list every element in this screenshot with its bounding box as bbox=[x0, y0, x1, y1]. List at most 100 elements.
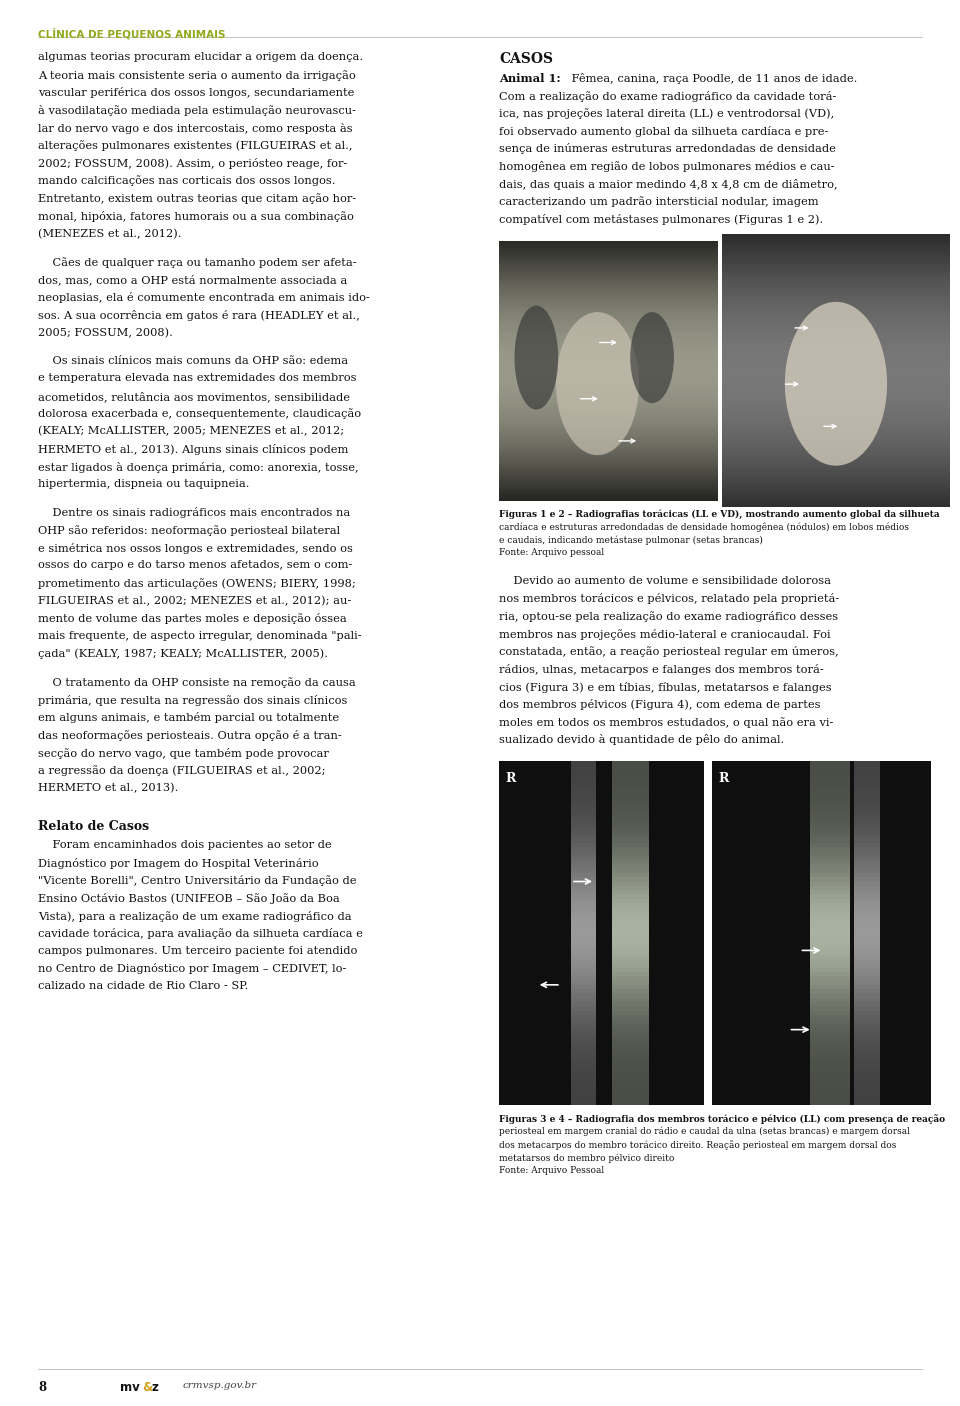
Bar bbox=[810, 865, 850, 869]
Bar bbox=[810, 846, 850, 852]
Bar bbox=[612, 792, 649, 796]
Text: moles em todos os membros estudados, o qual não era vi-: moles em todos os membros estudados, o q… bbox=[499, 717, 833, 728]
Bar bbox=[499, 240, 718, 501]
Bar bbox=[499, 451, 718, 454]
Bar bbox=[499, 292, 718, 295]
Text: Fonte: Arquivo pessoal: Fonte: Arquivo pessoal bbox=[499, 548, 605, 557]
Bar bbox=[571, 990, 596, 994]
Bar bbox=[723, 405, 949, 408]
Text: A teoria mais consistente seria o aumento da irrigação: A teoria mais consistente seria o aument… bbox=[38, 70, 356, 80]
Bar bbox=[612, 938, 649, 942]
Bar bbox=[810, 783, 850, 787]
Bar bbox=[810, 800, 850, 804]
Text: cavidade torácica, para avaliação da silhueta cardíaca e: cavidade torácica, para avaliação da sil… bbox=[38, 928, 363, 939]
Bar bbox=[810, 1040, 850, 1045]
Bar bbox=[854, 877, 880, 882]
Bar bbox=[723, 335, 949, 337]
Bar bbox=[854, 1059, 880, 1063]
Bar bbox=[723, 378, 949, 381]
Bar bbox=[612, 882, 649, 886]
Bar bbox=[612, 1028, 649, 1032]
Bar bbox=[612, 1101, 649, 1105]
Bar bbox=[723, 439, 949, 441]
Text: 2005; FOSSUM, 2008).: 2005; FOSSUM, 2008). bbox=[38, 328, 173, 337]
Bar bbox=[571, 787, 596, 792]
Ellipse shape bbox=[630, 312, 674, 404]
Bar bbox=[499, 326, 718, 329]
Bar bbox=[499, 384, 718, 387]
Bar bbox=[612, 998, 649, 1002]
Bar bbox=[854, 976, 880, 980]
Text: sos. A sua ocorrência em gatos é rara (HEADLEY et al.,: sos. A sua ocorrência em gatos é rara (H… bbox=[38, 309, 360, 321]
Text: Entretanto, existem outras teorias que citam ação hor-: Entretanto, existem outras teorias que c… bbox=[38, 193, 357, 204]
Bar bbox=[723, 392, 949, 395]
Bar bbox=[810, 1092, 850, 1097]
Bar bbox=[810, 955, 850, 959]
Bar bbox=[854, 1088, 880, 1092]
Bar bbox=[854, 934, 880, 938]
Bar bbox=[499, 259, 718, 262]
Bar bbox=[810, 1015, 850, 1019]
Bar bbox=[810, 842, 850, 846]
Bar bbox=[612, 834, 649, 838]
Text: Fonte: Arquivo Pessoal: Fonte: Arquivo Pessoal bbox=[499, 1166, 605, 1175]
Bar bbox=[854, 1092, 880, 1097]
Text: à vasodilatação mediada pela estimulação neurovascu-: à vasodilatação mediada pela estimulação… bbox=[38, 105, 356, 115]
Bar bbox=[571, 842, 596, 846]
Bar bbox=[499, 305, 718, 308]
Bar bbox=[612, 838, 649, 842]
Bar bbox=[612, 1045, 649, 1049]
Bar bbox=[499, 267, 718, 269]
Bar bbox=[612, 1059, 649, 1063]
Bar bbox=[499, 287, 718, 290]
Bar bbox=[499, 368, 718, 371]
Bar bbox=[499, 250, 718, 253]
Bar bbox=[723, 447, 949, 450]
Bar bbox=[499, 488, 718, 491]
Bar bbox=[499, 246, 718, 249]
Bar bbox=[723, 239, 949, 242]
Bar bbox=[810, 903, 850, 907]
Bar bbox=[612, 869, 649, 873]
Bar bbox=[810, 898, 850, 903]
Text: crmvsp.gov.br: crmvsp.gov.br bbox=[182, 1381, 256, 1389]
Bar bbox=[854, 846, 880, 852]
Bar bbox=[723, 436, 949, 439]
Bar bbox=[810, 1049, 850, 1053]
Bar bbox=[810, 1097, 850, 1101]
Bar bbox=[810, 972, 850, 976]
Text: lar do nervo vago e dos intercostais, como resposta às: lar do nervo vago e dos intercostais, co… bbox=[38, 122, 353, 134]
Bar bbox=[854, 1002, 880, 1007]
Bar bbox=[723, 465, 949, 468]
Bar bbox=[810, 808, 850, 813]
Bar bbox=[571, 825, 596, 830]
Bar bbox=[723, 233, 949, 236]
Bar bbox=[810, 796, 850, 800]
Bar bbox=[854, 834, 880, 838]
Bar bbox=[854, 894, 880, 898]
Bar bbox=[854, 890, 880, 894]
Bar bbox=[854, 1045, 880, 1049]
Bar bbox=[723, 387, 949, 389]
Bar bbox=[571, 1101, 596, 1105]
Bar bbox=[723, 419, 949, 422]
Bar bbox=[499, 375, 718, 378]
Bar bbox=[499, 366, 718, 368]
Text: çada" (KEALY, 1987; KEALY; McALLISTER, 2005).: çada" (KEALY, 1987; KEALY; McALLISTER, 2… bbox=[38, 648, 328, 659]
Bar bbox=[612, 946, 649, 950]
Bar bbox=[810, 838, 850, 842]
Text: ria, optou-se pela realização do exame radiográfico desses: ria, optou-se pela realização do exame r… bbox=[499, 610, 838, 621]
Text: sualizado devido à quantidade de pêlo do animal.: sualizado devido à quantidade de pêlo do… bbox=[499, 734, 784, 745]
Bar bbox=[723, 433, 949, 436]
Bar bbox=[612, 1015, 649, 1019]
Bar bbox=[723, 343, 949, 346]
Bar bbox=[723, 398, 949, 401]
Bar bbox=[810, 792, 850, 796]
Bar bbox=[723, 309, 949, 312]
Bar bbox=[499, 409, 718, 412]
Bar bbox=[499, 290, 718, 292]
Text: Os sinais clínicos mais comuns da OHP são: edema: Os sinais clínicos mais comuns da OHP sã… bbox=[38, 356, 348, 366]
Bar bbox=[854, 1101, 880, 1105]
Bar bbox=[723, 416, 949, 419]
Bar bbox=[810, 1088, 850, 1092]
